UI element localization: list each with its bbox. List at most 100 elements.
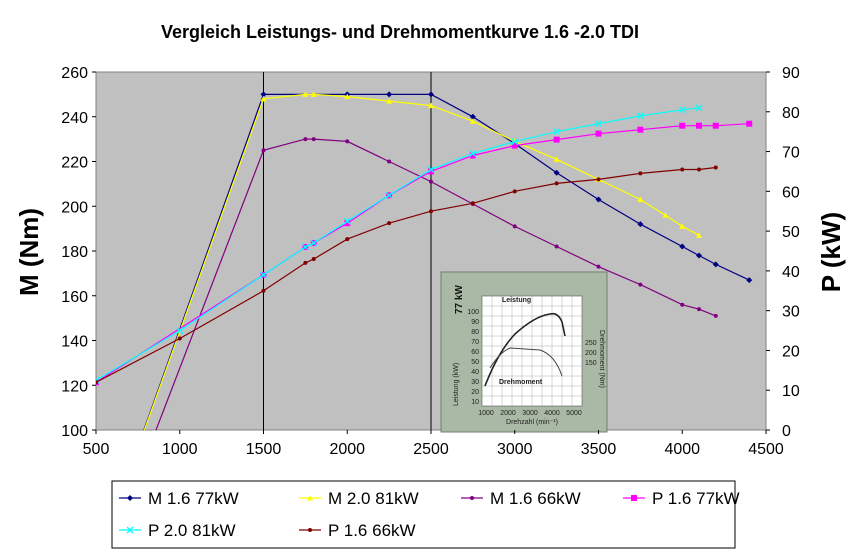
series-marker: [553, 136, 560, 143]
series-marker: [310, 91, 317, 97]
series-marker: [511, 142, 518, 149]
x-tick-label: 1000: [162, 441, 198, 458]
series-marker: [596, 264, 601, 269]
series-marker: [303, 260, 308, 265]
series-marker: [631, 495, 637, 501]
legend-item: M 1.6 66kW: [461, 489, 581, 508]
inset-x-tick: 2000: [500, 410, 516, 417]
inset-y-tick: 90: [471, 319, 479, 326]
series-marker: [429, 209, 433, 214]
series-marker: [261, 148, 266, 153]
inset-77kw-label: 77 kW: [454, 285, 465, 314]
series-marker: [469, 113, 476, 120]
inset-x-tick: 1000: [478, 410, 494, 417]
inset-y-tick: 60: [471, 349, 479, 356]
series-marker: [746, 120, 753, 127]
inset-y-tick: 50: [471, 359, 479, 366]
legend-item: P 1.6 77kW: [623, 489, 740, 508]
series-6: [96, 165, 718, 385]
y-tick-label: 220: [61, 155, 88, 172]
series-marker: [307, 495, 313, 501]
series-marker: [470, 496, 474, 500]
series-marker: [679, 122, 686, 129]
series-marker: [343, 217, 351, 225]
inset-y-left-label: Leistung (kW): [453, 363, 460, 406]
series-marker: [596, 177, 601, 182]
y-tick-label: 240: [61, 110, 88, 127]
series-marker: [427, 165, 435, 173]
series-marker: [469, 118, 476, 124]
inset-y-tick: 70: [471, 339, 479, 346]
series-marker: [469, 152, 476, 159]
y2-tick-label: 70: [782, 145, 800, 162]
series-marker: [311, 256, 316, 261]
series-marker: [712, 122, 719, 129]
x-tick-label: 3500: [581, 441, 617, 458]
series-marker: [679, 243, 686, 250]
y-tick-label: 160: [61, 289, 88, 306]
series-marker: [387, 159, 392, 164]
series-marker: [428, 168, 434, 175]
legend-item: M 2.0 81kW: [299, 489, 419, 508]
series-marker: [428, 91, 434, 98]
inset-y-tick: 20: [471, 389, 479, 396]
inset-x-tick: 3000: [522, 410, 538, 417]
inset-y-tick: 10: [471, 399, 479, 406]
series-marker: [345, 139, 350, 144]
series-marker: [310, 239, 318, 247]
grid-layer: [263, 72, 432, 430]
inset-y-right-tick: 250: [585, 340, 597, 347]
y-tick-label: 100: [61, 423, 88, 440]
series-marker: [712, 261, 719, 268]
inset-image: 77 kW Leistung Drehmoment Leistung (kW) Dreh…: [440, 271, 608, 433]
series-marker: [553, 169, 560, 176]
inset-x-tick: 4000: [544, 410, 560, 417]
series-marker: [302, 91, 309, 97]
series-marker: [511, 138, 519, 146]
x-tick-label: 4000: [664, 441, 700, 458]
legend-item: P 1.6 66kW: [299, 521, 416, 540]
series-marker: [386, 91, 393, 98]
axis-layer: 500 1000 1500 2000 2500 3000 3500 4000 450010012…: [61, 65, 800, 458]
inset-torque-curve: [489, 347, 563, 377]
x-tick-label: 3000: [497, 441, 533, 458]
legend-label: M 1.6 66kW: [490, 489, 581, 508]
series-marker: [387, 221, 392, 226]
y2-tick-label: 80: [782, 105, 800, 122]
series-line: [96, 166, 716, 383]
series-layer: [96, 91, 753, 430]
inset-y-tick: 30: [471, 379, 479, 386]
y2-tick-label: 60: [782, 184, 800, 201]
x-tick-label: 500: [83, 441, 110, 458]
series-marker: [260, 95, 267, 102]
y2-tick-label: 90: [782, 65, 800, 82]
series-marker: [713, 313, 718, 318]
series-marker: [554, 244, 559, 249]
series-marker: [469, 150, 477, 158]
series-marker: [126, 526, 134, 534]
y2-tick-label: 0: [782, 423, 791, 440]
series-marker: [680, 167, 685, 172]
series-marker: [637, 196, 644, 203]
legend-label: M 1.6 77kW: [148, 489, 239, 508]
y2-tick-label: 50: [782, 224, 800, 241]
series-marker: [662, 212, 669, 218]
series-marker: [260, 271, 267, 279]
series-marker: [697, 167, 701, 172]
series-marker: [638, 171, 643, 176]
inset-y-tick: 40: [471, 369, 479, 376]
series-marker: [638, 282, 643, 287]
inset-y-tick: 80: [471, 329, 479, 336]
inset-x-tick: 5000: [566, 410, 582, 417]
series-marker: [696, 252, 702, 259]
series-marker: [636, 112, 644, 120]
x-tick-label: 2500: [413, 441, 449, 458]
series-marker: [512, 189, 517, 194]
series-marker: [261, 288, 266, 293]
series-marker: [177, 336, 182, 341]
y-axis-right-label: P (kW): [816, 212, 846, 292]
series-marker: [428, 102, 434, 109]
series-marker: [679, 223, 686, 229]
series-marker: [260, 91, 267, 98]
